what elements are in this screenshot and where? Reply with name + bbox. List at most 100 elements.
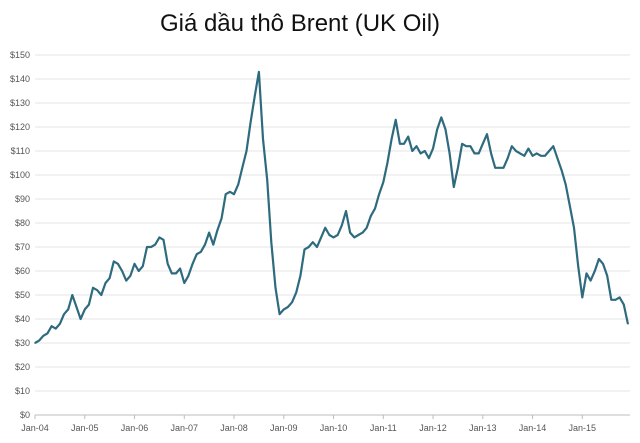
x-tick-label: Jan-13: [469, 423, 497, 433]
data-point: [482, 143, 484, 145]
data-point: [502, 167, 505, 169]
y-axis-tick-labels: $0 $10 $20 $30 $40 $50 $60 $70 $80 $90 $100 $110 $12…: [10, 50, 30, 420]
data-point: [382, 181, 385, 183]
data-point: [291, 301, 293, 304]
data-point: [374, 207, 376, 210]
data-point: [523, 155, 526, 157]
data-point: [299, 275, 302, 277]
data-point: [270, 241, 273, 243]
data-point: [274, 287, 277, 289]
y-tick-label: $90: [15, 194, 30, 204]
data-point: [540, 155, 542, 157]
data-point: [577, 265, 579, 268]
data-point: [494, 167, 497, 169]
data-point: [54, 327, 57, 330]
data-point: [146, 246, 148, 248]
data-point: [266, 179, 268, 181]
data-point: [104, 282, 107, 284]
y-tick-label: $60: [15, 266, 30, 276]
x-tick-label: Jan-05: [71, 423, 99, 433]
data-point: [83, 308, 86, 311]
data-point: [469, 145, 472, 147]
data-point: [117, 263, 119, 265]
data-point: [100, 294, 103, 296]
x-tick-label: Jan-14: [519, 423, 547, 433]
data-point: [191, 263, 194, 265]
x-tick-label: Jan-08: [220, 423, 248, 433]
data-point: [341, 224, 343, 227]
data-point: [162, 239, 165, 241]
data-point: [436, 128, 438, 131]
data-point: [307, 246, 310, 248]
data-point: [241, 167, 244, 169]
data-point: [96, 289, 98, 292]
y-tick-label: $150: [10, 50, 30, 60]
price-series-line: [34, 70, 629, 344]
data-point: [295, 291, 298, 294]
data-point: [349, 231, 351, 234]
data-point: [175, 272, 177, 275]
x-axis-tick-labels: Jan-04 Jan-05 Jan-06 Jan-07 Jan-08 Jan-09 Jan-…: [21, 415, 596, 433]
data-point: [386, 162, 389, 164]
data-point: [531, 155, 534, 157]
data-point: [618, 296, 621, 299]
data-point: [38, 339, 40, 342]
data-point: [142, 265, 144, 268]
data-point: [461, 143, 463, 145]
plot-area: [34, 70, 629, 344]
data-point: [506, 157, 509, 159]
data-point: [357, 234, 360, 236]
x-tick-label: Jan-04: [21, 423, 49, 433]
data-point: [233, 193, 235, 195]
data-point: [556, 157, 559, 159]
data-point: [332, 236, 335, 239]
data-point: [602, 263, 604, 265]
data-point: [498, 167, 501, 169]
data-point: [440, 116, 443, 119]
y-tick-label: $50: [15, 290, 30, 300]
data-point: [527, 147, 530, 150]
data-point: [606, 275, 608, 277]
x-tick-label: Jan-06: [121, 423, 149, 433]
data-point: [278, 313, 281, 316]
data-point: [133, 263, 136, 265]
data-point: [183, 282, 186, 284]
data-point: [627, 323, 629, 325]
data-point: [345, 210, 347, 212]
data-point: [581, 296, 584, 299]
data-point: [249, 121, 252, 123]
data-point: [328, 234, 331, 236]
data-point: [171, 272, 173, 275]
data-point: [548, 150, 550, 152]
data-point: [564, 183, 567, 186]
data-point: [378, 193, 380, 195]
data-point: [253, 95, 256, 97]
data-point: [486, 133, 488, 135]
y-tick-label: $20: [15, 362, 30, 372]
data-point: [411, 150, 414, 152]
data-point: [394, 119, 397, 121]
data-point: [473, 152, 476, 155]
data-point: [154, 243, 157, 246]
data-point: [224, 193, 227, 195]
data-point: [598, 258, 600, 260]
data-point: [92, 287, 94, 289]
data-point: [112, 260, 115, 263]
data-point: [179, 267, 181, 270]
data-point: [245, 150, 248, 152]
data-point: [282, 308, 285, 311]
data-point: [75, 306, 78, 308]
data-point: [589, 279, 592, 282]
data-point: [370, 215, 372, 217]
data-point: [336, 234, 339, 236]
data-point: [569, 205, 571, 207]
data-point: [237, 183, 239, 186]
data-point: [71, 294, 74, 296]
y-tick-label: $110: [11, 146, 30, 156]
data-point: [585, 272, 588, 275]
data-point: [320, 236, 322, 239]
x-tick-label: Jan-10: [320, 423, 348, 433]
data-point: [216, 229, 219, 231]
y-tick-label: $0: [20, 410, 30, 420]
data-point: [67, 308, 69, 311]
